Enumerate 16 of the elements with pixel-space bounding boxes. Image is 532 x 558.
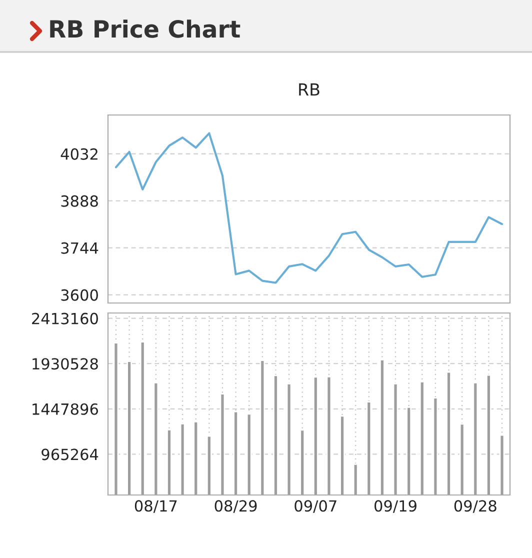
x-tick-label: 08/29	[214, 500, 257, 513]
y-tick-label: 1447896	[32, 403, 98, 415]
y-tick-label: 965264	[42, 448, 98, 460]
y-tick-label: 3744	[61, 242, 98, 254]
chart-subtitle: RB	[299, 83, 320, 96]
line-series	[114, 132, 504, 284]
x-tick-label: 09/07	[294, 500, 336, 513]
x-tick-label: 09/19	[374, 500, 416, 513]
y-tick-label: 1930528	[32, 358, 98, 370]
y-tick-label: 3888	[61, 195, 98, 207]
x-tick-label: 08/17	[134, 500, 177, 513]
y-tick-label: 3600	[61, 289, 98, 301]
y-tick-label: 2413160	[32, 312, 98, 324]
chart-title: RB Price Chart	[50, 20, 240, 38]
x-tick-label: 09/28	[454, 500, 496, 513]
y-tick-label: 4032	[60, 148, 98, 160]
